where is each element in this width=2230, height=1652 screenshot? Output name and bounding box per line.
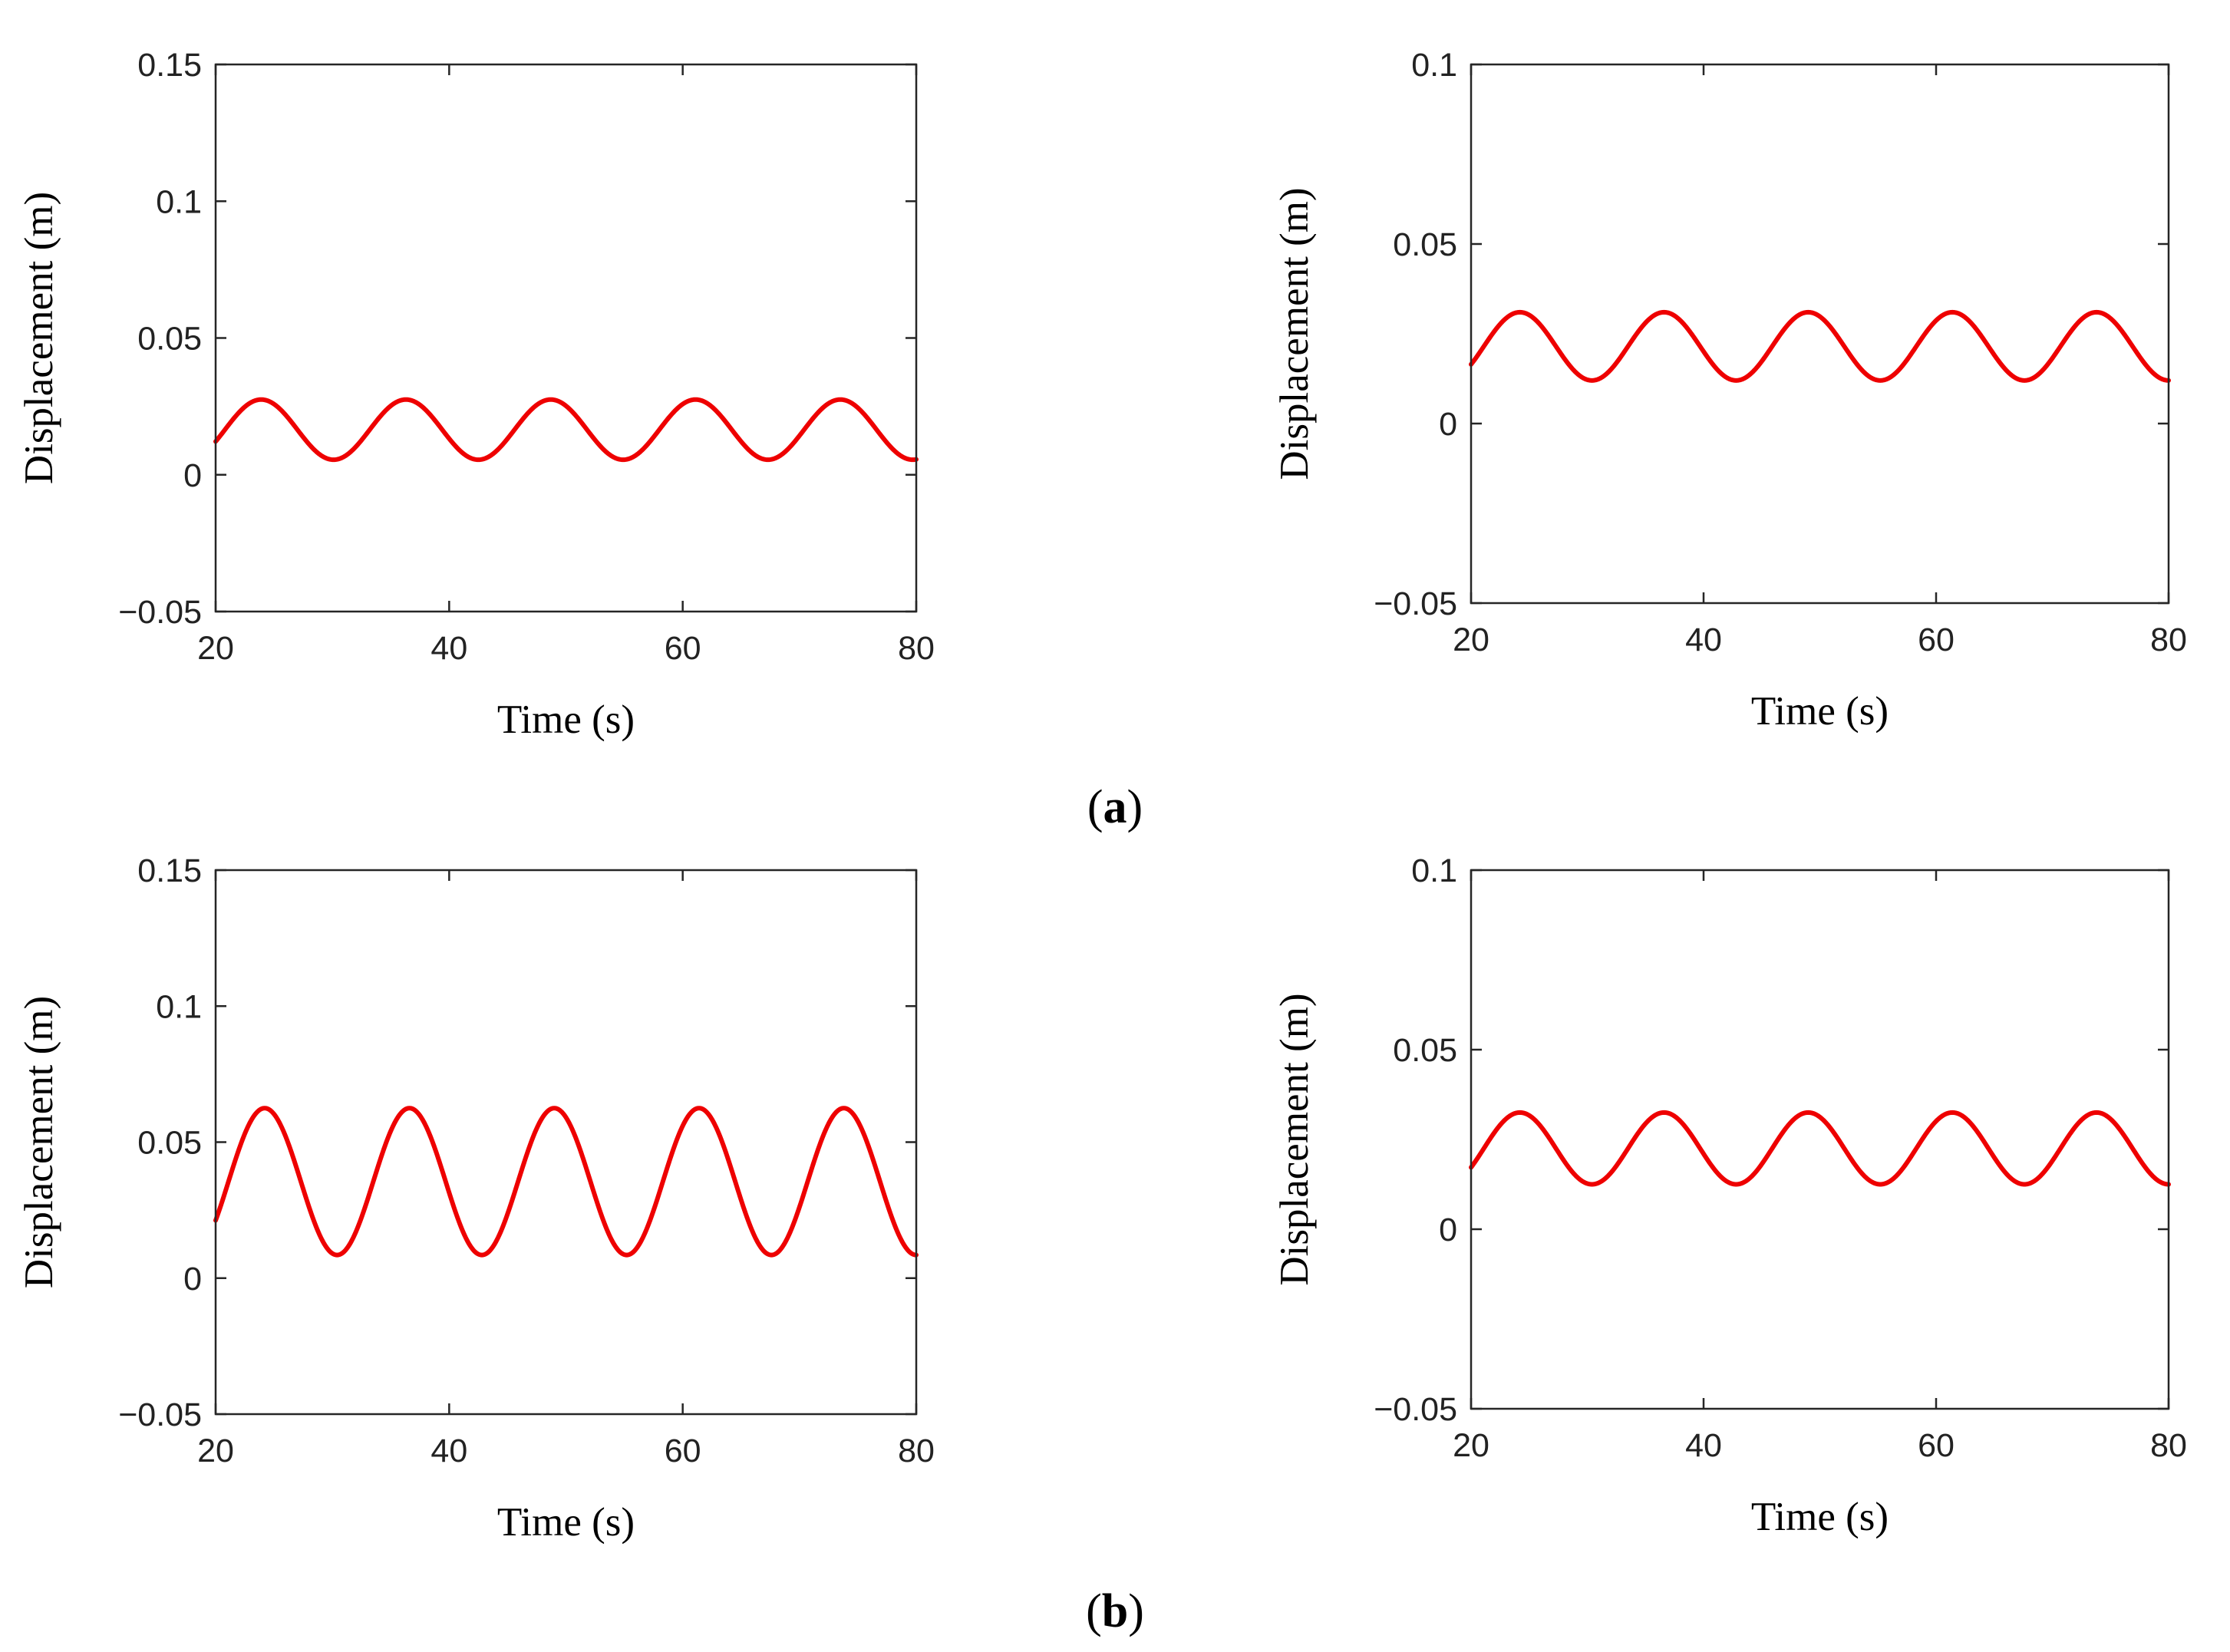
chart-panel-b-right: 20 40 60 80 −0.05 0 0.05 0.1 Time (s) Displacemen… xyxy=(1272,852,2187,1539)
y-tick-label: 0.1 xyxy=(156,988,202,1025)
chart-panel-a-right: 20 40 60 80 −0.05 0 0.05 0.1 Time (s) Displacemen… xyxy=(1272,47,2187,734)
x-tick-label: 60 xyxy=(665,1433,701,1469)
x-tick-label: 80 xyxy=(2150,622,2187,658)
y-tick-label: −0.05 xyxy=(118,1396,202,1433)
series-line-displacement xyxy=(1469,309,2171,383)
x-axis-title: Time (s) xyxy=(497,697,635,742)
x-axis-title: Time (s) xyxy=(497,1500,635,1545)
y-axis-title: Displacement (m) xyxy=(1272,993,1317,1285)
y-axis-title: Displacement (m) xyxy=(1272,187,1317,480)
x-tick-label: 20 xyxy=(1453,1427,1489,1464)
x-tick-label: 80 xyxy=(898,630,935,667)
y-tick-label: 0 xyxy=(183,457,202,494)
panel-label-b: (b) xyxy=(1086,1585,1144,1637)
chart-panel-a-left: 20 40 60 80 −0.05 0 0.05 0.1 0.15 Time (s) Displac… xyxy=(17,47,935,742)
x-tick-label: 40 xyxy=(430,630,467,667)
panel-label-a: (a) xyxy=(1087,781,1143,833)
x-tick-label: 60 xyxy=(665,630,701,667)
x-tick-label: 80 xyxy=(2150,1427,2187,1464)
y-tick-label: 0.05 xyxy=(137,1125,202,1162)
y-axis-title: Displacement (m) xyxy=(17,192,61,484)
y-tick-label: 0 xyxy=(1439,406,1457,443)
y-tick-label: −0.05 xyxy=(118,594,202,631)
y-tick-label: 0.1 xyxy=(1411,852,1457,889)
y-tick-label: 0.15 xyxy=(137,47,202,84)
axes-frame xyxy=(1470,63,2170,605)
x-tick-label: 20 xyxy=(197,1433,234,1469)
y-tick-label: 0.1 xyxy=(1411,47,1457,84)
y-axis-title: Displacement (m) xyxy=(17,996,61,1288)
x-tick-label: 60 xyxy=(1918,1427,1955,1464)
series-line-displacement xyxy=(213,1106,919,1258)
y-tick-label: 0 xyxy=(1439,1212,1457,1248)
y-tick-label: 0.05 xyxy=(1393,1032,1457,1069)
y-tick-label: 0 xyxy=(183,1261,202,1298)
x-tick-label: 20 xyxy=(197,630,234,667)
y-tick-label: −0.05 xyxy=(1374,585,1457,622)
y-tick-label: 0.15 xyxy=(137,852,202,889)
x-axis-title: Time (s) xyxy=(1751,689,1889,734)
axes-frame xyxy=(1470,869,2170,1410)
x-tick-label: 80 xyxy=(898,1433,935,1469)
y-tick-label: 0.05 xyxy=(137,321,202,358)
chart-panel-b-left: 20 40 60 80 −0.05 0 0.05 0.1 0.15 Time (s) Displac… xyxy=(17,852,935,1545)
x-tick-label: 40 xyxy=(1685,622,1722,658)
x-tick-label: 40 xyxy=(1685,1427,1722,1464)
series-line-displacement xyxy=(1469,1110,2171,1187)
y-tick-label: 0.1 xyxy=(156,183,202,220)
series-line-displacement xyxy=(213,397,919,463)
x-axis-title: Time (s) xyxy=(1751,1495,1889,1539)
y-tick-label: −0.05 xyxy=(1374,1391,1457,1428)
x-tick-label: 40 xyxy=(430,1433,467,1469)
x-tick-label: 60 xyxy=(1918,622,1955,658)
x-tick-label: 20 xyxy=(1453,622,1489,658)
y-tick-label: 0.05 xyxy=(1393,226,1457,263)
